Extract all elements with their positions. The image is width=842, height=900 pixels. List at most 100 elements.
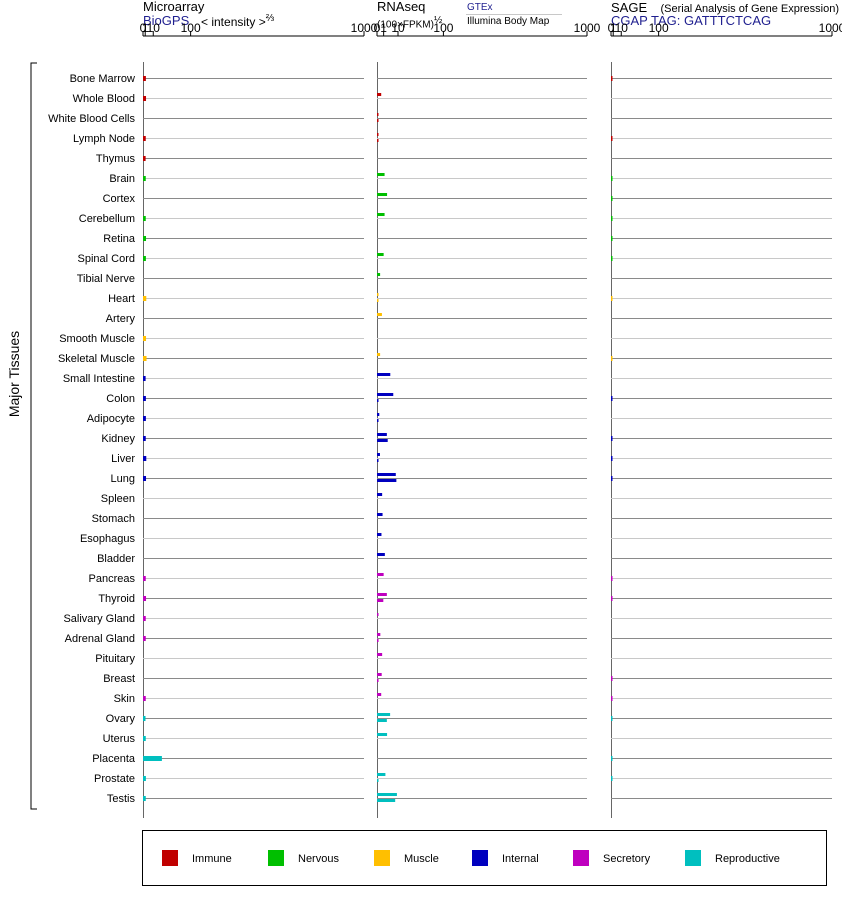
microarray-bar [143, 456, 147, 461]
rnaseq-bar [377, 173, 385, 176]
legend-swatch [268, 850, 284, 866]
tissue-label: Smooth Muscle [59, 333, 135, 345]
rnaseq-bar [377, 799, 396, 802]
rnaseq-bar [377, 773, 386, 776]
tissue-label: Skin [114, 693, 135, 705]
rnaseq-bar [377, 493, 383, 496]
rnaseq-bar [377, 453, 380, 456]
microarray-bar [143, 296, 147, 301]
tissue-label: Breast [103, 673, 135, 685]
microarray-title: Microarray [143, 0, 205, 14]
rnaseq-bar [377, 293, 379, 296]
microarray-bar [143, 236, 147, 241]
tissue-label: Adrenal Gland [65, 633, 135, 645]
rnaseq-bar [377, 639, 379, 642]
microarray-bar [143, 796, 146, 801]
rnaseq-bar [377, 253, 384, 256]
sage-bar [611, 476, 613, 481]
tissue-label: Cerebellum [79, 213, 135, 225]
microarray-axis-label-text: < intensity > [201, 15, 266, 29]
tissue-label: Testis [107, 793, 136, 805]
tissue-label: Skeletal Muscle [58, 353, 135, 365]
rnaseq-bar [377, 353, 381, 356]
microarray-bar [143, 476, 147, 481]
legend-label: Internal [502, 853, 539, 865]
rnaseq-bar [377, 433, 387, 436]
microarray-bar [143, 216, 146, 221]
rnaseq-tick-label: 10 [391, 21, 405, 35]
rnaseq-bar [377, 119, 379, 122]
microarray-axis-label-exponent: ⅔ [265, 13, 275, 24]
microarray-bar [143, 736, 146, 741]
tissue-label: Brain [109, 173, 135, 185]
tissue-label: Bone Marrow [70, 73, 135, 85]
rnaseq-bar [377, 633, 381, 636]
rnaseq-bar [377, 719, 387, 722]
tissue-label: Heart [108, 293, 135, 305]
tissue-label: Colon [106, 393, 135, 405]
rnaseq-bar [377, 413, 380, 416]
microarray-bar [143, 376, 146, 381]
microarray-bar [143, 636, 146, 641]
microarray-bar [143, 596, 147, 601]
microarray-tick-label: 0 [140, 21, 147, 35]
sage-tick-label: 100 [649, 21, 669, 35]
rnaseq-bar [377, 193, 388, 196]
rnaseq-tick-label: 100 [433, 21, 453, 35]
legend-label: Secretory [603, 853, 651, 865]
rnaseq-axis-label-text: (100×FPKM) [377, 19, 434, 31]
legend-label: Reproductive [715, 853, 780, 865]
rnaseq-bar [377, 533, 382, 536]
sage-bar [611, 296, 613, 301]
rnaseq-bar [377, 473, 396, 476]
tissue-label: Adipocyte [87, 413, 135, 425]
microarray-axis-label: < intensity >⅔ [201, 13, 274, 29]
rnaseq-axis-label: (100×FPKM)½ [377, 15, 442, 30]
legend-label: Muscle [404, 853, 439, 865]
rnaseq-bar [377, 313, 382, 316]
rnaseq-bar [377, 373, 391, 376]
group-bracket [30, 62, 37, 810]
sage-tick-label: 0 [608, 21, 615, 35]
tissue-label: Retina [103, 233, 136, 245]
sage-bar [611, 776, 613, 781]
rnaseq-bar [377, 439, 388, 442]
microarray-bar [143, 776, 146, 781]
tissue-label: Placenta [92, 753, 136, 765]
rnaseq-title: RNAseq [377, 0, 426, 14]
sage-bar [611, 436, 613, 441]
microarray-bar [143, 436, 146, 441]
rnaseq-tick-label: 0 [374, 21, 381, 35]
microarray-bar [143, 256, 146, 261]
microarray-bar [143, 156, 146, 161]
rnaseq-bar [377, 419, 379, 422]
microarray-tick-label: 1 [142, 21, 149, 35]
sage-bar [611, 596, 613, 601]
rnaseq-legend-bodymap: Illumina Body Map [467, 16, 550, 27]
sage-bar [611, 196, 613, 201]
tissue-label: Salivary Gland [63, 613, 135, 625]
tissue-label: Pancreas [89, 573, 136, 585]
sage-bar [611, 576, 613, 581]
sage-bar [611, 76, 613, 81]
rnaseq-tick-label: 1 [380, 21, 387, 35]
tissue-label: Esophagus [80, 533, 136, 545]
sage-bar [611, 136, 613, 141]
microarray-bar [143, 416, 146, 421]
tissue-label: Whole Blood [73, 93, 135, 105]
tissue-label: Tibial Nerve [77, 273, 135, 285]
legend-swatch [162, 850, 178, 866]
microarray-bar [143, 76, 146, 81]
rnaseq-bar [377, 653, 383, 656]
rnaseq-bar [377, 213, 385, 216]
tissue-label: Thyroid [98, 593, 135, 605]
sage-bar [611, 256, 613, 261]
sage-bar [611, 216, 613, 221]
rnaseq-legend-gtex: GTEx [467, 2, 493, 13]
rnaseq-bar [377, 613, 379, 616]
microarray-bar [143, 96, 147, 101]
rnaseq-bar [377, 513, 383, 516]
microarray-bar [143, 616, 146, 621]
rnaseq-bar [377, 673, 382, 676]
legend-swatch [573, 850, 589, 866]
